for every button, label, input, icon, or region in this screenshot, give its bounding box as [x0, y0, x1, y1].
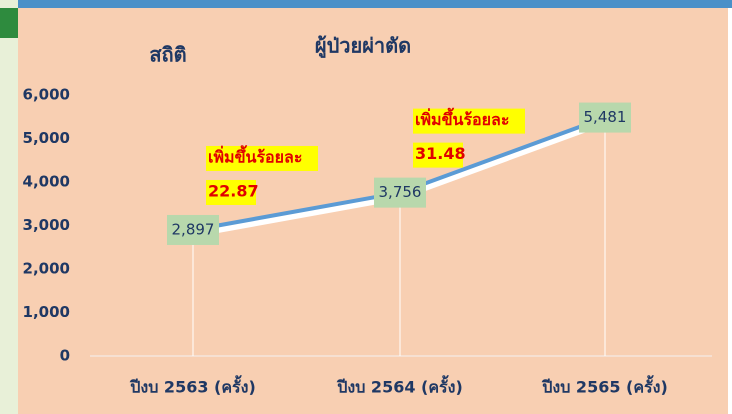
y-tick-label: 2,000 — [23, 260, 70, 278]
value-label-box — [167, 214, 219, 245]
y-tick-label: 6,000 — [23, 86, 70, 104]
value-label-box — [374, 177, 426, 208]
x-tick-label: ปีงบ 2564 (ครั้ง) — [336, 375, 463, 397]
annotation-value: 22.87 — [208, 181, 259, 200]
y-tick-label: 0 — [60, 347, 70, 365]
left-strip — [0, 0, 18, 414]
y-tick-label: 3,000 — [23, 216, 70, 234]
annotation-label: เพิ่มขึ้นร้อยละ — [208, 144, 302, 166]
chart-subtitle: สถิติ — [149, 43, 186, 67]
annotation-label: เพิ่มขึ้นร้อยละ — [415, 107, 509, 129]
value-label: 2,897 — [172, 220, 215, 238]
annotation-box — [413, 142, 463, 168]
x-tick-label: ปีงบ 2565 (ครั้ง) — [541, 375, 668, 397]
value-label-box — [579, 102, 631, 133]
top-strip — [0, 0, 732, 8]
chart-title: ผู้ป่วยผ่าตัด — [315, 34, 411, 60]
annotation-value: 31.48 — [415, 144, 466, 163]
annotation-box — [206, 179, 256, 205]
y-tick-label: 1,000 — [23, 303, 70, 321]
left-tab — [0, 8, 18, 38]
annotation-box — [413, 108, 525, 134]
plot-background — [18, 8, 728, 414]
x-tick-label: ปีงบ 2563 (ครั้ง) — [129, 375, 256, 397]
y-tick-label: 4,000 — [23, 173, 70, 191]
value-label: 5,481 — [584, 108, 627, 126]
annotation-box — [206, 145, 318, 171]
y-tick-label: 5,000 — [23, 129, 70, 147]
value-label: 3,756 — [379, 183, 422, 201]
